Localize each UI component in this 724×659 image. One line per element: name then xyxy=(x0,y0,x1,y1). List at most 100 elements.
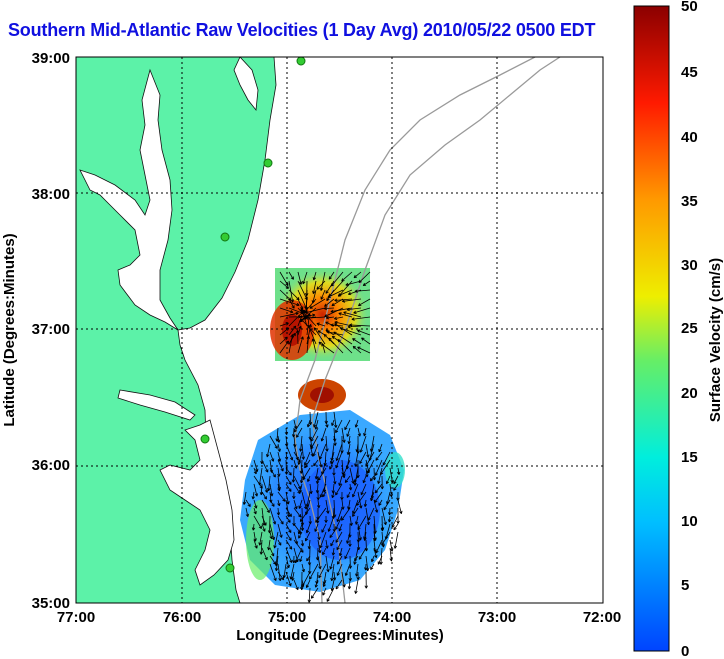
velocity-arrow xyxy=(293,579,299,591)
velocity-arrow xyxy=(354,289,371,293)
velocity-arrow xyxy=(335,515,343,530)
colorbar-tick: 30 xyxy=(681,257,698,274)
colorbar-tick: 45 xyxy=(681,64,698,81)
velocity-arrow xyxy=(346,531,351,544)
colorbar-tick: 10 xyxy=(681,513,698,530)
velocity-arrow xyxy=(381,507,387,526)
velocity-arrow xyxy=(330,563,335,582)
velocity-arrow xyxy=(317,467,327,481)
velocity-arrow xyxy=(375,451,383,461)
velocity-arrow xyxy=(299,475,304,484)
velocity-arrow xyxy=(362,475,367,484)
velocity-arrow xyxy=(253,515,262,530)
velocity-arrow xyxy=(269,483,274,497)
velocity-arrow xyxy=(293,507,302,518)
velocity-arrow xyxy=(377,467,383,484)
velocity-arrow xyxy=(242,491,247,505)
velocity-arrow xyxy=(293,499,298,510)
velocity-arrow xyxy=(266,443,271,458)
velocity-arrow xyxy=(354,419,359,428)
velocity-arrow xyxy=(309,483,313,495)
velocity-arrow xyxy=(345,280,362,287)
velocity-arrow xyxy=(251,491,255,500)
velocity-arrow xyxy=(253,467,257,475)
velocity-arrow xyxy=(324,307,344,318)
velocity-arrow xyxy=(277,491,286,502)
velocity-arrow xyxy=(261,547,268,561)
y-tick-label: 39:00 xyxy=(32,50,70,67)
velocity-arrow xyxy=(304,459,311,469)
velocity-arrow xyxy=(374,491,383,504)
velocity-arrow xyxy=(277,459,284,472)
velocity-arrow xyxy=(301,571,311,588)
velocity-arrow xyxy=(325,435,329,452)
velocity-arrow xyxy=(320,427,327,442)
velocity-arrow xyxy=(344,547,351,560)
velocity-arrow xyxy=(277,499,281,507)
colorbar-tick: 25 xyxy=(681,320,698,337)
velocity-arrow xyxy=(305,316,326,320)
velocity-arrow xyxy=(338,475,343,486)
velocity-arrow xyxy=(306,555,311,562)
velocity-arrow xyxy=(353,271,362,279)
velocity-arrow xyxy=(298,499,303,509)
velocity-arrow xyxy=(330,539,335,547)
velocity-arrow xyxy=(269,451,275,462)
velocity-arrow xyxy=(307,539,312,550)
velocity-arrow xyxy=(331,547,336,556)
velocity-arrow xyxy=(373,531,377,541)
velocity-arrow xyxy=(279,307,294,314)
velocity-arrow xyxy=(269,563,277,582)
velocity-arrow xyxy=(338,312,353,318)
velocity-arrow xyxy=(317,555,322,570)
velocity-arrow xyxy=(261,491,268,500)
velocity-arrow xyxy=(288,298,295,309)
y-tick-label: 37:00 xyxy=(32,321,70,338)
velocity-arrow xyxy=(277,443,281,452)
velocity-arrow xyxy=(295,330,300,345)
velocity-arrow xyxy=(316,322,326,327)
chesapeake-bay xyxy=(79,68,179,331)
velocity-arrow xyxy=(336,563,343,576)
velocity-arrow xyxy=(320,289,326,300)
velocity-arrow xyxy=(352,338,362,345)
velocity-arrow xyxy=(325,539,329,549)
velocity-arrow xyxy=(393,531,399,549)
velocity-arrow xyxy=(303,451,311,466)
velocity-arrow xyxy=(324,298,335,307)
velocity-arrow xyxy=(352,345,362,354)
velocity-arrow xyxy=(324,515,328,523)
velocity-arrow xyxy=(357,427,362,437)
velocity-arrow xyxy=(354,451,359,467)
velocity-arrow xyxy=(269,507,277,525)
x-tick-labels: 77:00 76:00 75:00 74:00 73:00 72:00 xyxy=(57,609,621,626)
velocity-arrow xyxy=(269,531,273,540)
velocity-arrow xyxy=(352,483,359,498)
velocity-arrow xyxy=(354,515,359,525)
plot-area xyxy=(76,57,603,603)
velocity-arrow xyxy=(333,435,337,446)
velocity-arrow xyxy=(314,523,319,532)
velocity-arrow xyxy=(258,467,263,486)
velocity-arrow xyxy=(335,531,343,543)
velocity-arrow xyxy=(291,467,296,483)
velocity-arrow xyxy=(276,507,281,516)
velocity-arrow xyxy=(285,547,293,564)
velocity-arrow xyxy=(285,555,290,569)
velocity-arrow xyxy=(365,467,369,478)
velocity-arrow xyxy=(359,451,367,464)
velocity-arrow xyxy=(326,330,344,336)
velocity-arrow xyxy=(346,307,362,312)
colorbar-ticks: 50 45 40 35 30 25 20 15 10 5 0 xyxy=(681,0,698,659)
velocity-arrow xyxy=(269,499,275,507)
x-tick-label: 76:00 xyxy=(163,609,201,626)
velocity-arrow xyxy=(311,338,317,354)
velocity-arrow xyxy=(296,427,303,438)
velocity-arrow xyxy=(342,459,351,477)
velocity-arrow xyxy=(355,443,359,453)
velocity-arrow xyxy=(341,271,353,282)
velocity-arrow xyxy=(276,435,281,443)
velocity-arrow xyxy=(253,507,257,515)
velocity-arrow xyxy=(274,555,279,572)
